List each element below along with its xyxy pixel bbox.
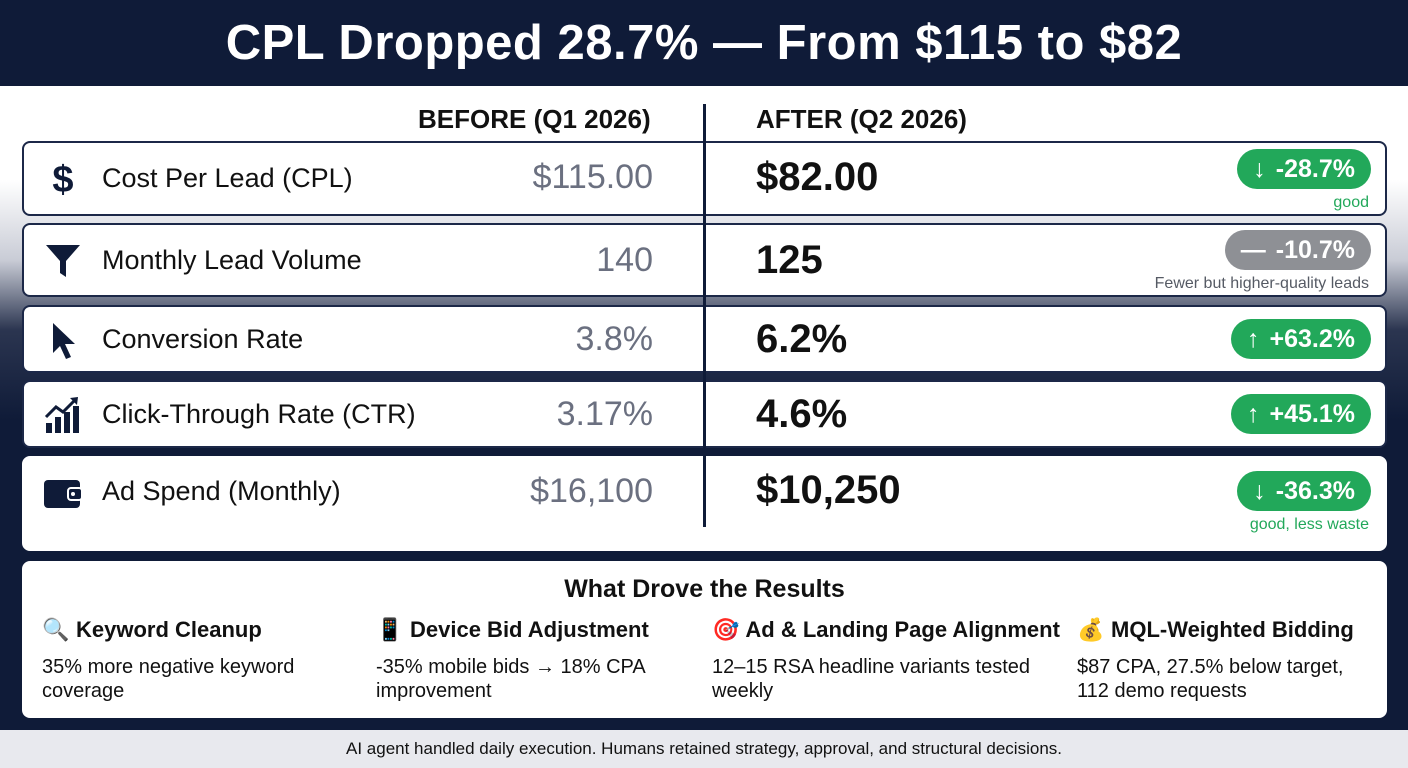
change-note: Fewer but higher-quality leads (1154, 275, 1369, 292)
arrow-down-icon: ↓ (1253, 476, 1266, 505)
change-badge: ↑ +63.2% (1231, 319, 1371, 359)
metric-before-value: 140 (596, 241, 653, 279)
metric-after-value: 6.2% (756, 317, 848, 361)
metric-before-value: $16,100 (530, 472, 653, 510)
dash-icon: — (1240, 235, 1266, 264)
change-badge: ↓ -28.7% (1237, 149, 1371, 189)
driver-text: 12–15 RSA headline variants tested weekl… (712, 656, 1030, 702)
footer-note: AI agent handled daily execution. Humans… (0, 730, 1408, 768)
metric-label: Ad Spend (Monthly) (102, 476, 341, 506)
change-badge: — -10.7% (1224, 230, 1371, 270)
driver-title: Keyword Cleanup (76, 617, 262, 642)
metric-after-value: $82.00 (756, 155, 879, 199)
dollar-icon: $ (42, 158, 84, 200)
target-icon: 🎯 (712, 617, 740, 642)
driver-mql-bidding: 💰 MQL-Weighted Bidding $87 CPA, 27.5% be… (1077, 617, 1377, 703)
metric-before-value: $115.00 (532, 158, 653, 196)
driver-ad-landing: 🎯 Ad & Landing Page Alignment 12–15 RSA … (712, 617, 1060, 703)
page-title: CPL Dropped 28.7% — From $115 to $82 (0, 0, 1408, 86)
magnifier-icon: 🔍 (42, 617, 70, 642)
driver-text: $87 CPA, 27.5% below target, 112 demo re… (1077, 656, 1344, 702)
change-value: +63.2% (1269, 324, 1356, 353)
change-value: +45.1% (1269, 399, 1356, 428)
metric-after-value: 4.6% (756, 392, 848, 436)
svg-text:$: $ (52, 159, 73, 199)
cursor-icon (42, 320, 84, 362)
bar-chart-icon (42, 394, 84, 436)
driver-title: Device Bid Adjustment (410, 617, 649, 642)
change-badge: ↑ +45.1% (1231, 394, 1371, 434)
column-header-before: BEFORE (Q1 2026) (418, 104, 651, 134)
driver-text: 35% more negative keyword coverage (42, 656, 295, 702)
metric-before-value: 3.17% (556, 395, 653, 433)
driver-title: MQL-Weighted Bidding (1111, 617, 1354, 642)
arrow-down-icon: ↓ (1253, 154, 1266, 183)
arrow-up-icon: ↑ (1247, 324, 1260, 353)
change-badge: ↓ -36.3% (1237, 471, 1371, 511)
change-note: good, less waste (1249, 516, 1369, 533)
wallet-icon (42, 472, 84, 514)
driver-keyword-cleanup: 🔍 Keyword Cleanup 35% more negative keyw… (42, 617, 362, 703)
driver-device-bid: 📱 Device Bid Adjustment -35% mobile bids… (376, 617, 696, 703)
metric-after-value: 125 (756, 238, 823, 282)
money-bag-icon: 💰 (1077, 617, 1105, 642)
driver-text: -35% mobile bids → 18% CPA improvement (376, 656, 645, 702)
drivers-title: What Drove the Results (564, 575, 845, 603)
arrow-up-icon: ↑ (1247, 399, 1260, 428)
metric-before-value: 3.8% (575, 320, 654, 358)
metric-after-value: $10,250 (756, 468, 901, 512)
change-note: good (1333, 194, 1369, 211)
metric-label: Conversion Rate (102, 324, 304, 354)
column-divider (703, 104, 706, 527)
metric-label: Cost Per Lead (CPL) (102, 163, 353, 193)
change-value: -28.7% (1275, 154, 1355, 183)
change-value: -36.3% (1275, 476, 1355, 505)
column-header-after: AFTER (Q2 2026) (756, 104, 967, 134)
driver-title: Ad & Landing Page Alignment (745, 617, 1060, 642)
metric-label: Monthly Lead Volume (102, 245, 362, 275)
metric-label: Click-Through Rate (CTR) (102, 399, 416, 429)
drivers-panel: What Drove the Results 🔍 Keyword Cleanup… (22, 561, 1387, 718)
funnel-icon (42, 240, 84, 282)
phone-icon: 📱 (376, 617, 404, 642)
change-value: -10.7% (1275, 235, 1355, 264)
